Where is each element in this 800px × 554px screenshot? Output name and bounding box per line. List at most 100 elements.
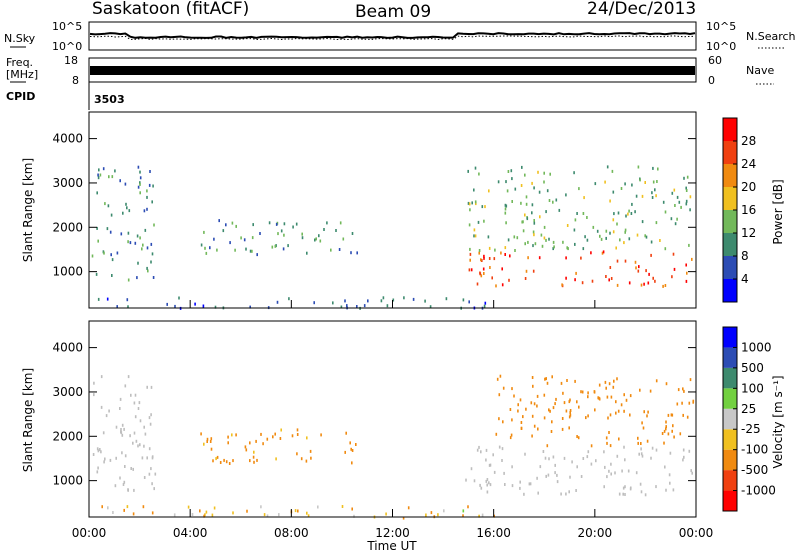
heatmap-cell bbox=[616, 377, 618, 381]
heatmap-cell bbox=[251, 236, 254, 240]
heatmap-cell bbox=[487, 235, 490, 239]
heatmap-cell bbox=[639, 178, 641, 182]
heatmap-cell bbox=[531, 414, 534, 418]
velocity-x-ticks: 00:00 04:00 08:00 12:00 16:00 20:00 00:00 bbox=[72, 300, 714, 540]
heatmap-cell bbox=[667, 432, 670, 436]
heatmap-cell bbox=[552, 406, 555, 410]
heatmap-cell bbox=[112, 511, 114, 514]
heatmap-cell bbox=[623, 445, 625, 449]
heatmap-cell bbox=[595, 459, 597, 463]
heatmap-cell bbox=[555, 397, 557, 401]
heatmap-cell bbox=[506, 189, 509, 193]
heatmap-cell bbox=[538, 256, 541, 260]
heatmap-cell bbox=[475, 202, 477, 206]
heatmap-cell bbox=[480, 274, 483, 278]
heatmap-cell bbox=[670, 413, 673, 417]
heatmap-cell bbox=[569, 413, 572, 417]
heatmap-cell bbox=[351, 461, 353, 465]
freq-label-1: Freq. bbox=[6, 56, 33, 69]
heatmap-cell bbox=[501, 267, 503, 271]
heatmap-cell bbox=[574, 278, 576, 282]
heatmap-cell bbox=[611, 169, 614, 173]
heatmap-cell bbox=[569, 475, 571, 479]
heatmap-cell bbox=[493, 514, 495, 518]
heatmap-cell bbox=[567, 247, 569, 251]
heatmap-cell bbox=[531, 211, 533, 215]
heatmap-cell bbox=[558, 208, 561, 212]
heatmap-cell bbox=[673, 267, 676, 271]
heatmap-cell bbox=[148, 183, 151, 187]
heatmap-cell bbox=[580, 390, 582, 394]
heatmap-cell bbox=[407, 506, 410, 510]
heatmap-cell bbox=[151, 482, 153, 486]
heatmap-cell bbox=[125, 202, 127, 206]
heatmap-cell bbox=[484, 205, 486, 209]
heatmap-cell bbox=[485, 458, 487, 462]
heatmap-cell bbox=[548, 237, 550, 241]
heatmap-cell bbox=[227, 441, 229, 445]
heatmap-cell bbox=[310, 456, 312, 460]
heatmap-cell bbox=[137, 185, 140, 189]
heatmap-cell bbox=[136, 276, 138, 280]
heatmap-cell bbox=[101, 505, 103, 509]
heatmap-cell bbox=[138, 401, 141, 405]
heatmap-cell bbox=[669, 481, 671, 485]
heatmap-cell bbox=[104, 457, 106, 461]
heatmap-cell bbox=[552, 240, 555, 244]
heatmap-cell bbox=[488, 463, 491, 467]
heatmap-cell bbox=[543, 180, 545, 184]
heatmap-cell bbox=[551, 420, 553, 424]
velocity-xlabel: Time UT bbox=[366, 539, 417, 553]
heatmap-cell bbox=[115, 425, 118, 429]
heatmap-cell bbox=[123, 480, 126, 484]
heatmap-cell bbox=[287, 244, 289, 248]
heatmap-cell bbox=[592, 225, 595, 229]
heatmap-cell bbox=[126, 206, 128, 210]
heatmap-cell bbox=[255, 439, 257, 443]
heatmap-cell bbox=[551, 375, 553, 379]
heatmap-cell bbox=[326, 221, 328, 225]
heatmap-cell bbox=[91, 254, 94, 258]
heatmap-cell bbox=[524, 242, 526, 246]
nave-tick-top: 60 bbox=[708, 54, 722, 67]
heatmap-cell bbox=[510, 169, 513, 173]
freq-tick-top: 18 bbox=[64, 54, 78, 67]
heatmap-cell bbox=[283, 233, 285, 237]
power-colorbar-swatch bbox=[723, 256, 737, 279]
heatmap-cell bbox=[562, 391, 564, 395]
heatmap-cell bbox=[429, 305, 432, 309]
heatmap-cell bbox=[664, 247, 667, 251]
heatmap-cell bbox=[646, 439, 649, 443]
heatmap-cell bbox=[127, 488, 129, 492]
heatmap-cell bbox=[513, 235, 516, 239]
heatmap-cell bbox=[253, 460, 255, 464]
heatmap-cell bbox=[468, 202, 471, 206]
heatmap-cell bbox=[576, 212, 578, 215]
heatmap-cell bbox=[677, 388, 680, 392]
heatmap-cell bbox=[468, 300, 470, 304]
heatmap-cell bbox=[561, 417, 564, 420]
heatmap-cell bbox=[133, 488, 135, 492]
heatmap-cell bbox=[150, 385, 153, 389]
heatmap-cell bbox=[210, 437, 213, 441]
heatmap-cell bbox=[471, 201, 473, 205]
heatmap-cell bbox=[689, 378, 692, 382]
heatmap-cell bbox=[349, 441, 351, 445]
heatmap-cell bbox=[509, 408, 512, 411]
heatmap-cell bbox=[538, 190, 541, 194]
heatmap-cell bbox=[607, 416, 609, 420]
heatmap-cell bbox=[100, 375, 103, 379]
x-tick-label: 00:00 bbox=[679, 526, 714, 540]
power-colorbar-label: 24 bbox=[741, 157, 756, 171]
heatmap-cell bbox=[520, 201, 522, 205]
heatmap-cell bbox=[231, 433, 233, 437]
heatmap-cell bbox=[662, 200, 665, 204]
heatmap-cell bbox=[560, 381, 563, 385]
heatmap-cell bbox=[520, 421, 523, 424]
heatmap-cell bbox=[292, 225, 294, 229]
heatmap-cell bbox=[585, 416, 587, 420]
heatmap-cell bbox=[540, 233, 543, 237]
heatmap-cell bbox=[630, 212, 633, 215]
velocity-colorbar-label: 1000 bbox=[741, 340, 772, 354]
heatmap-cell bbox=[210, 447, 213, 451]
